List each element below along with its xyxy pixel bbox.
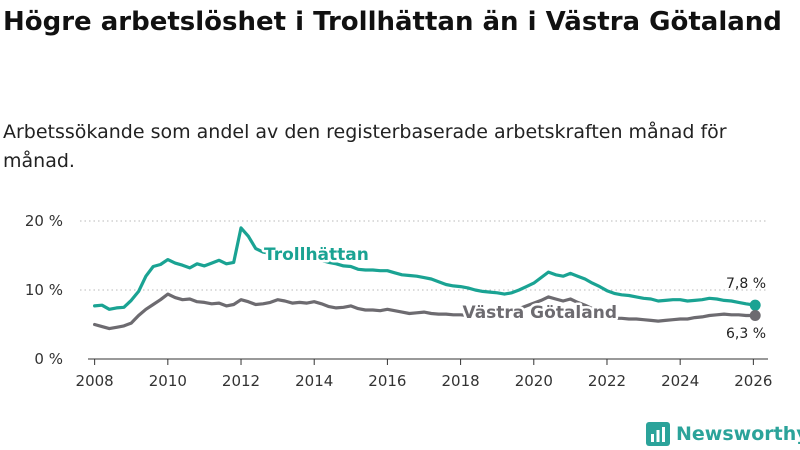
x-tick-label: 2022	[588, 372, 626, 390]
bar-chart-logo-icon	[646, 422, 670, 446]
end-value-label: 7,8 %	[726, 276, 766, 292]
x-tick-label: 2016	[368, 372, 406, 390]
brand-logo: Newsworthy	[646, 421, 800, 447]
x-tick-label: 2024	[661, 372, 699, 390]
series-label-vastra-gotaland: Västra Götaland	[462, 303, 617, 323]
y-axis-gridlines	[80, 220, 768, 291]
series-layer	[92, 226, 761, 331]
x-tick-label: 2026	[734, 372, 772, 390]
y-tick-label: 20 %	[25, 212, 63, 230]
x-tick-label: 2010	[149, 372, 187, 390]
x-tick-label: 2012	[222, 372, 260, 390]
series-line-vastra-gotaland	[92, 292, 757, 331]
series-end-marker-trollhattan	[749, 299, 761, 311]
chart-title: Högre arbetslöshet i Trollhättan än i Vä…	[3, 7, 782, 37]
brand-name: Newsworthy	[676, 423, 800, 445]
y-axis-tick-labels: 0 % 10 % 20 %	[25, 212, 63, 368]
end-value-label: 6,3 %	[726, 326, 766, 342]
series-line-trollhattan	[92, 226, 757, 311]
y-tick-label: 0 %	[34, 350, 63, 368]
series-end-marker-vastra-gotaland	[749, 310, 761, 322]
x-tick-label: 2008	[76, 372, 114, 390]
x-tick-label: 2020	[515, 372, 553, 390]
y-tick-label: 10 %	[25, 281, 63, 299]
x-tick-label: 2014	[295, 372, 333, 390]
labels-layer: Trollhättan Västra Götaland 7,8 % 6,3 %	[262, 243, 767, 343]
series-label-trollhattan: Trollhättan	[264, 245, 369, 265]
chart-subtitle: Arbetssökande som andel av den registerb…	[3, 121, 727, 172]
x-tick-label: 2018	[442, 372, 480, 390]
x-axis: 2008 2010 2012 2014 2016 2018 2020 2022 2024 2026	[76, 358, 772, 390]
